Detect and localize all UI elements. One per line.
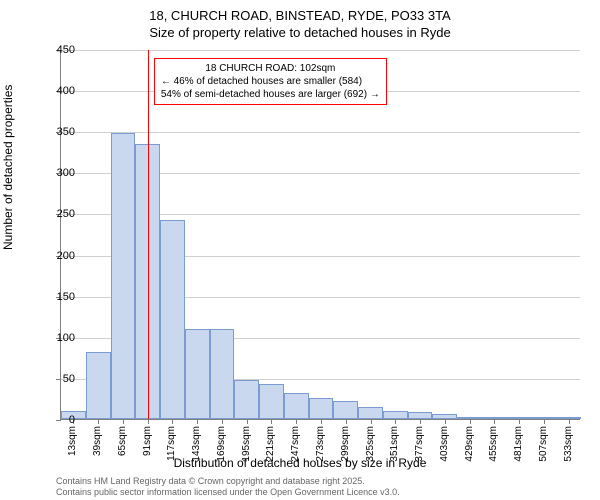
ytick-label: 300 <box>45 167 75 179</box>
histogram-bar <box>234 380 259 419</box>
xtick-mark <box>296 419 297 424</box>
histogram-bar <box>333 401 358 419</box>
title-line-2: Size of property relative to detached ho… <box>0 25 600 40</box>
xtick-mark <box>271 419 272 424</box>
ytick-label: 450 <box>45 44 75 56</box>
xtick-mark <box>470 419 471 424</box>
histogram-bar <box>86 352 111 419</box>
histogram-bar <box>185 329 210 419</box>
histogram-bar <box>160 220 185 419</box>
xtick-mark <box>321 419 322 424</box>
xtick-label: 481sqm <box>513 426 524 462</box>
histogram-bar <box>210 329 235 419</box>
xtick-mark <box>346 419 347 424</box>
xtick-mark <box>98 419 99 424</box>
annotation-line-3: 54% of semi-detached houses are larger (… <box>161 88 380 101</box>
ytick-label: 150 <box>45 291 75 303</box>
xtick-mark <box>371 419 372 424</box>
xtick-mark <box>569 419 570 424</box>
xtick-label: 247sqm <box>290 426 301 462</box>
xtick-mark <box>197 419 198 424</box>
plot-area: 18 CHURCH ROAD: 102sqm← 46% of detached … <box>60 50 580 420</box>
title-line-1: 18, CHURCH ROAD, BINSTEAD, RYDE, PO33 3T… <box>0 8 600 23</box>
ytick-label: 50 <box>45 373 75 385</box>
xtick-label: 325sqm <box>365 426 376 462</box>
ytick-label: 0 <box>45 414 75 426</box>
xtick-label: 455sqm <box>488 426 499 462</box>
xtick-label: 39sqm <box>92 426 103 456</box>
histogram-bar <box>284 393 309 419</box>
xtick-label: 507sqm <box>538 426 549 462</box>
footer-line-2: Contains public sector information licen… <box>56 487 400 498</box>
xtick-label: 91sqm <box>142 426 153 456</box>
ytick-label: 100 <box>45 332 75 344</box>
footer-line-1: Contains HM Land Registry data © Crown c… <box>56 476 400 487</box>
xtick-label: 13sqm <box>67 426 78 456</box>
histogram-bar <box>383 411 408 419</box>
ytick-label: 350 <box>45 126 75 138</box>
histogram-bar <box>309 398 334 419</box>
ytick-label: 250 <box>45 208 75 220</box>
xtick-mark <box>544 419 545 424</box>
xtick-mark <box>172 419 173 424</box>
gridline-h <box>61 50 580 51</box>
marker-line <box>148 50 149 419</box>
xtick-label: 377sqm <box>414 426 425 462</box>
ytick-label: 200 <box>45 250 75 262</box>
xtick-label: 117sqm <box>166 426 177 461</box>
xtick-label: 143sqm <box>191 426 202 462</box>
xtick-label: 533sqm <box>563 426 574 462</box>
xtick-label: 195sqm <box>241 426 252 462</box>
xtick-mark <box>148 419 149 424</box>
xtick-mark <box>494 419 495 424</box>
xtick-label: 65sqm <box>117 426 128 456</box>
xtick-label: 403sqm <box>439 426 450 462</box>
xtick-mark <box>247 419 248 424</box>
chart-container: 18, CHURCH ROAD, BINSTEAD, RYDE, PO33 3T… <box>0 0 600 500</box>
xtick-mark <box>420 419 421 424</box>
histogram-bar <box>358 407 383 419</box>
histogram-bar <box>259 384 284 419</box>
footer-attribution: Contains HM Land Registry data © Crown c… <box>56 476 400 498</box>
xtick-label: 169sqm <box>216 426 227 462</box>
annotation-line-2: ← 46% of detached houses are smaller (58… <box>161 75 380 88</box>
xtick-mark <box>445 419 446 424</box>
xtick-mark <box>395 419 396 424</box>
gridline-h <box>61 132 580 133</box>
histogram-bar <box>111 133 136 419</box>
xtick-mark <box>123 419 124 424</box>
xtick-label: 273sqm <box>315 426 326 462</box>
xtick-mark <box>519 419 520 424</box>
xtick-label: 221sqm <box>265 426 276 462</box>
xtick-label: 429sqm <box>464 426 475 462</box>
ytick-label: 400 <box>45 85 75 97</box>
xtick-mark <box>222 419 223 424</box>
xtick-label: 351sqm <box>389 426 400 462</box>
annotation-box: 18 CHURCH ROAD: 102sqm← 46% of detached … <box>154 58 387 105</box>
annotation-line-1: 18 CHURCH ROAD: 102sqm <box>161 62 380 75</box>
xtick-label: 299sqm <box>340 426 351 462</box>
y-axis-label: Number of detached properties <box>1 85 15 250</box>
